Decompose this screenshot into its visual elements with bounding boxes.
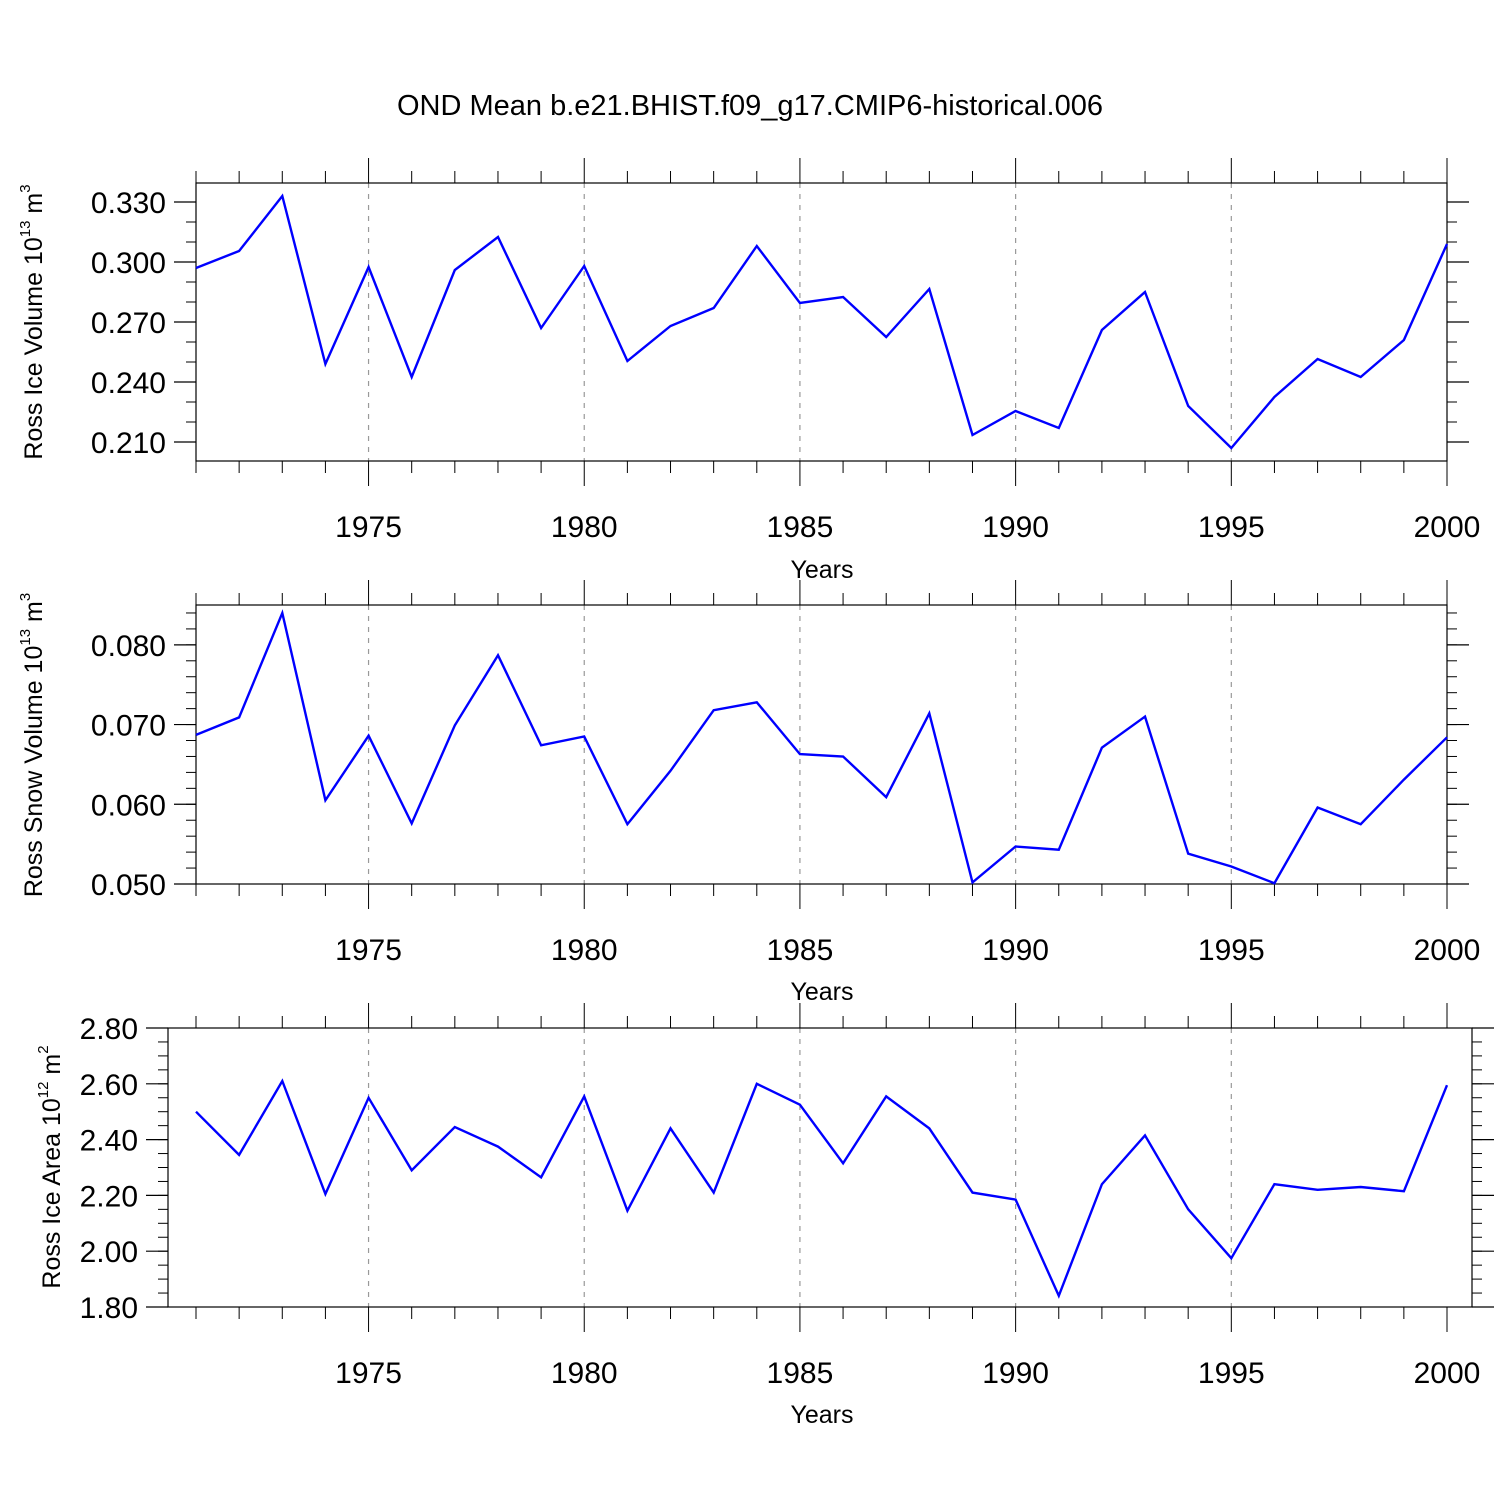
y-axis-label-unit-exponent: 3 <box>17 593 34 601</box>
x-tick-label: 1975 <box>335 511 402 544</box>
x-tick-label: 1990 <box>982 511 1049 544</box>
y-tick-label: 0.060 <box>91 789 166 822</box>
x-tick-label: 1980 <box>551 934 618 967</box>
panel-3: 1.80 2.00 2.20 2.40 2.60 2.80 1975 1980 1985 1990… <box>35 1003 1494 1429</box>
panel-1: 0.210 0.240 0.270 0.300 0.330 1975 1980 1985 199… <box>17 158 1480 584</box>
y-axis-label-unit: m <box>20 601 48 629</box>
y-axis-label-exponent: 13 <box>17 629 34 646</box>
y-axis-label-unit: m <box>38 1054 66 1082</box>
y-tick-label: 2.80 <box>80 1013 138 1046</box>
x-tick-label: 2000 <box>1414 511 1481 544</box>
x-tick-label: 1975 <box>335 934 402 967</box>
y-tick-label: 0.070 <box>91 710 166 743</box>
x-tick-label: 1995 <box>1198 511 1265 544</box>
x-tick-label: 2000 <box>1414 934 1481 967</box>
y-axis-label: Ross Snow Volume 1013 m3 <box>17 593 48 897</box>
y-tick-label: 2.20 <box>80 1180 138 1213</box>
x-tick-label: 2000 <box>1414 1357 1481 1390</box>
y-axis-label-unit-exponent: 2 <box>35 1045 52 1053</box>
x-tick-label: 1995 <box>1198 1357 1265 1390</box>
y-tick-label: 0.050 <box>91 869 166 902</box>
y-tick-label: 0.210 <box>91 427 166 460</box>
plot-frame <box>195 182 1448 462</box>
x-tick-label: 1980 <box>551 1357 618 1390</box>
y-axis-label-text: Ross Snow Volume 10 <box>20 646 48 898</box>
y-axis-label-exponent: 13 <box>17 221 34 238</box>
y-axis-label-unit: m <box>20 193 48 221</box>
x-tick-label: 1980 <box>551 511 618 544</box>
y-tick-label: 2.40 <box>80 1125 138 1158</box>
x-axis-label: Years <box>790 1401 853 1429</box>
y-axis-label: Ross Ice Volume 1013 m3 <box>17 184 48 459</box>
y-tick-label: 0.300 <box>91 247 166 280</box>
y-axis-label: Ross Ice Area 1012 m2 <box>35 1045 66 1288</box>
y-tick-label: 0.240 <box>91 367 166 400</box>
x-axis-label: Years <box>790 978 853 1006</box>
x-tick-label: 1995 <box>1198 934 1265 967</box>
y-tick-label: 2.00 <box>80 1236 138 1269</box>
x-tick-label: 1975 <box>335 1357 402 1390</box>
y-tick-label: 0.330 <box>91 187 166 220</box>
y-axis-label-exponent: 12 <box>35 1082 52 1099</box>
panel-2: 0.050 0.060 0.070 0.080 1975 1980 1985 1990 1995… <box>17 580 1480 1006</box>
plot-frame <box>167 1027 1473 1308</box>
x-tick-label: 1985 <box>767 511 834 544</box>
y-axis-label-unit-exponent: 3 <box>17 184 34 192</box>
y-tick-label: 2.60 <box>80 1069 138 1102</box>
series-line <box>195 1078 1449 1299</box>
chart-title: OND Mean b.e21.BHIST.f09_g17.CMIP6-histo… <box>396 90 1103 122</box>
y-axis-label-text: Ross Ice Volume 10 <box>20 237 48 459</box>
y-tick-label: 1.80 <box>80 1292 138 1325</box>
x-tick-label: 1985 <box>767 934 834 967</box>
x-tick-label: 1985 <box>767 1357 834 1390</box>
x-axis-label: Years <box>790 556 853 584</box>
y-tick-label: 0.270 <box>91 307 166 340</box>
y-tick-label: 0.080 <box>91 630 166 663</box>
series-line <box>195 609 1448 885</box>
plot-frame <box>195 604 1448 885</box>
y-axis-label-text: Ross Ice Area 10 <box>38 1098 66 1288</box>
x-tick-label: 1990 <box>982 934 1049 967</box>
x-tick-label: 1990 <box>982 1357 1049 1390</box>
series-line <box>195 193 1449 450</box>
